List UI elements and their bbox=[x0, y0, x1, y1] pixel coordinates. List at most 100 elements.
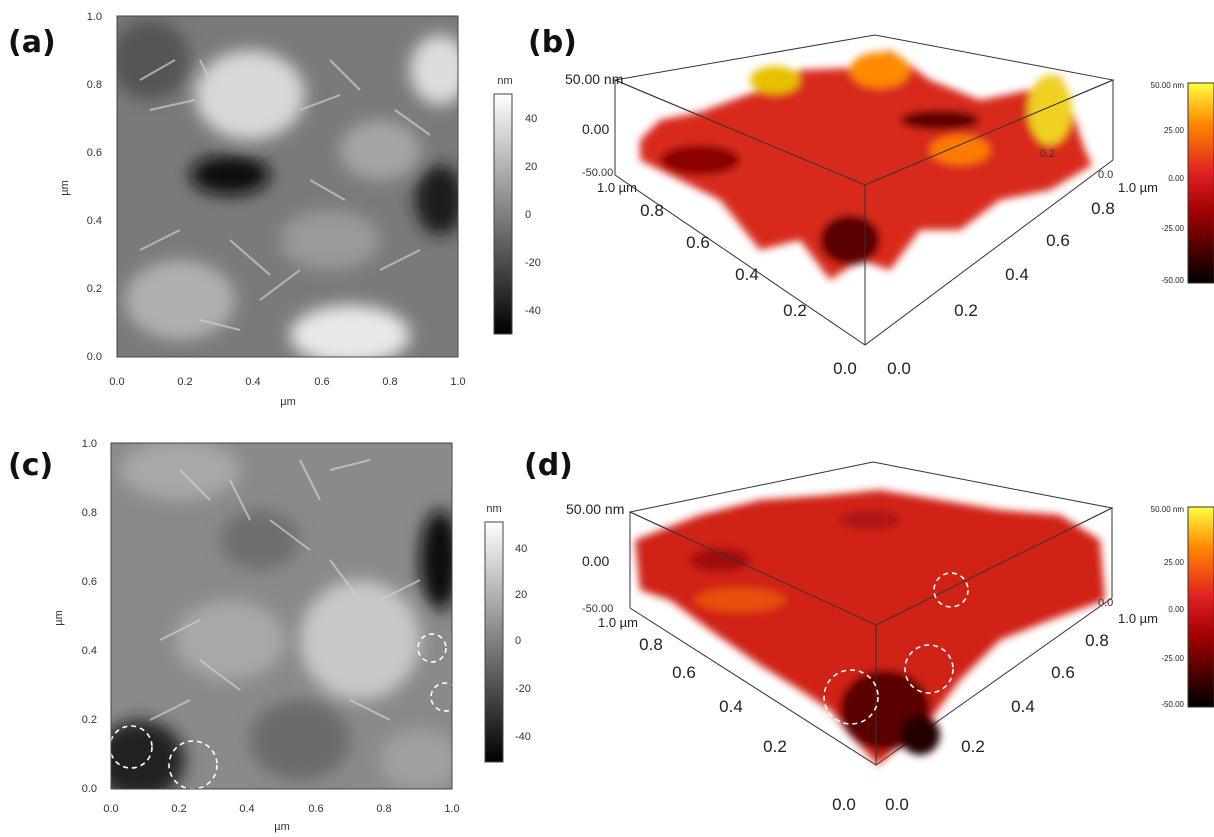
d-back-0.0: 0.0 bbox=[1098, 597, 1113, 609]
b-cbar-50: 50.00 nm bbox=[1151, 81, 1185, 90]
panel-label-c: (c) bbox=[8, 448, 53, 483]
d-left-0.0: 0.0 bbox=[832, 795, 856, 814]
b-left-0.6: 0.6 bbox=[686, 233, 710, 252]
d-left-0.6: 0.6 bbox=[672, 663, 696, 682]
c-cbar-m20: -20 bbox=[515, 683, 531, 695]
afm-image-a bbox=[116, 15, 459, 358]
c-ytick-0.0: 0.0 bbox=[82, 783, 97, 795]
surface-3d-b bbox=[613, 34, 1115, 346]
c-xtick-0.6: 0.6 bbox=[308, 803, 323, 815]
c-cbar-m40: -40 bbox=[515, 731, 531, 743]
d-cbar-25: 25.00 bbox=[1164, 558, 1185, 567]
d-marked-region-2 bbox=[904, 644, 954, 694]
a-xtick-0.6: 0.6 bbox=[314, 376, 329, 388]
b-z-mid: 0.00 bbox=[582, 121, 609, 137]
a-cbar-0: 0 bbox=[525, 209, 531, 221]
axes-d: 50.00 nm 0.00 -50.00 1.0 µm 0.8 0.6 0.4 … bbox=[566, 501, 1158, 814]
b-left-0.0: 0.0 bbox=[833, 359, 857, 378]
d-z-bot: -50.00 bbox=[582, 603, 613, 615]
d-cbar-0: 0.00 bbox=[1168, 605, 1184, 614]
a-ytick-0.8: 0.8 bbox=[87, 79, 102, 91]
a-xlabel: µm bbox=[280, 396, 296, 408]
b-cbar-m25: -25.00 bbox=[1161, 224, 1184, 233]
colorbar-d: 50.00 nm 25.00 0.00 -25.00 -50.00 bbox=[1151, 505, 1214, 709]
c-ytick-0.6: 0.6 bbox=[82, 576, 97, 588]
b-cbar-25: 25.00 bbox=[1164, 126, 1185, 135]
c-ytick-0.2: 0.2 bbox=[82, 714, 97, 726]
d-z-mid: 0.00 bbox=[582, 553, 609, 569]
b-z-top: 50.00 nm bbox=[565, 71, 623, 87]
surface-3d-d bbox=[628, 461, 1114, 766]
a-cbar-m40: -40 bbox=[525, 305, 541, 317]
c-ytick-0.8: 0.8 bbox=[82, 507, 97, 519]
b-z-bot: -50.00 bbox=[582, 167, 613, 179]
c-cbar-unit: nm bbox=[486, 503, 501, 515]
panel-label-b: (b) bbox=[528, 25, 577, 60]
marked-region-4 bbox=[430, 682, 452, 712]
b-right-0.4: 0.4 bbox=[1005, 265, 1029, 284]
c-cbar-20: 20 bbox=[515, 589, 527, 601]
d-right-0.4: 0.4 bbox=[1011, 697, 1035, 716]
d-right-0.2: 0.2 bbox=[961, 737, 985, 756]
b-left-0.4: 0.4 bbox=[735, 265, 759, 284]
colorbar-a: nm 40 20 0 -20 -40 bbox=[493, 75, 541, 335]
b-right-0.6: 0.6 bbox=[1046, 231, 1070, 250]
a-xtick-1.0: 1.0 bbox=[450, 376, 465, 388]
a-ytick-0.0: 0.0 bbox=[87, 351, 102, 363]
axes-b: 50.00 nm 0.00 -50.00 1.0 µm 0.8 0.6 0.4 … bbox=[565, 71, 1158, 378]
a-xtick-0.4: 0.4 bbox=[245, 376, 260, 388]
b-back-0.2: 0.2 bbox=[1040, 148, 1055, 160]
d-right-0.6: 0.6 bbox=[1051, 663, 1075, 682]
b-cbar-0: 0.00 bbox=[1168, 174, 1184, 183]
a-ytick-1.0: 1.0 bbox=[87, 11, 102, 23]
axes-a: 1.0 0.8 0.6 0.4 0.2 0.0 0.0 0.2 0.4 0.6 … bbox=[59, 11, 466, 408]
d-marked-region-3 bbox=[933, 572, 969, 608]
d-left-0.8: 0.8 bbox=[639, 635, 663, 654]
panel-label-d: (d) bbox=[524, 448, 573, 483]
b-cbar-m50: -50.00 bbox=[1161, 276, 1184, 285]
d-right-0.8: 0.8 bbox=[1085, 631, 1109, 650]
d-right-1.0: 1.0 µm bbox=[1118, 611, 1158, 626]
colorbar-c: nm 40 20 0 -20 -40 bbox=[484, 503, 531, 763]
marked-region-1 bbox=[111, 725, 153, 769]
a-ytick-0.4: 0.4 bbox=[87, 215, 102, 227]
d-z-top: 50.00 nm bbox=[566, 501, 624, 517]
a-cbar-unit: nm bbox=[497, 75, 512, 87]
c-ytick-0.4: 0.4 bbox=[82, 645, 97, 657]
b-right-0.2: 0.2 bbox=[954, 301, 978, 320]
c-xlabel: µm bbox=[274, 821, 290, 833]
c-xtick-0.0: 0.0 bbox=[103, 803, 118, 815]
b-left-1.0: 1.0 µm bbox=[597, 180, 637, 195]
d-right-0.0: 0.0 bbox=[885, 795, 909, 814]
b-right-0.8: 0.8 bbox=[1091, 199, 1115, 218]
d-marked-region-1 bbox=[823, 669, 879, 725]
d-left-0.2: 0.2 bbox=[763, 737, 787, 756]
a-cbar-m20: -20 bbox=[525, 257, 541, 269]
c-ytick-1.0: 1.0 bbox=[82, 438, 97, 450]
c-xtick-0.4: 0.4 bbox=[239, 803, 254, 815]
d-left-1.0: 1.0 µm bbox=[598, 615, 638, 630]
c-xtick-0.8: 0.8 bbox=[376, 803, 391, 815]
axes-c: 1.0 0.8 0.6 0.4 0.2 0.0 0.0 0.2 0.4 0.6 … bbox=[53, 438, 460, 833]
c-cbar-40: 40 bbox=[515, 543, 527, 555]
c-xtick-1.0: 1.0 bbox=[444, 803, 459, 815]
colorbar-b: 50.00 nm 25.00 0.00 -25.00 -50.00 bbox=[1151, 81, 1214, 285]
d-cbar-m25: -25.00 bbox=[1161, 654, 1184, 663]
a-ytick-0.2: 0.2 bbox=[87, 283, 102, 295]
marked-region-3 bbox=[417, 633, 447, 663]
marked-region-2 bbox=[168, 740, 218, 789]
b-right-0.0: 0.0 bbox=[887, 359, 911, 378]
a-xtick-0.0: 0.0 bbox=[109, 376, 124, 388]
a-ytick-0.6: 0.6 bbox=[87, 147, 102, 159]
a-xtick-0.2: 0.2 bbox=[177, 376, 192, 388]
a-cbar-40: 40 bbox=[525, 113, 537, 125]
a-ylabel: µm bbox=[59, 180, 71, 196]
b-right-1.0: 1.0 µm bbox=[1118, 180, 1158, 195]
a-xtick-0.8: 0.8 bbox=[382, 376, 397, 388]
afm-image-c bbox=[110, 442, 453, 790]
d-cbar-50: 50.00 nm bbox=[1151, 505, 1185, 514]
d-left-0.4: 0.4 bbox=[719, 697, 743, 716]
a-cbar-20: 20 bbox=[525, 161, 537, 173]
b-left-0.8: 0.8 bbox=[640, 201, 664, 220]
